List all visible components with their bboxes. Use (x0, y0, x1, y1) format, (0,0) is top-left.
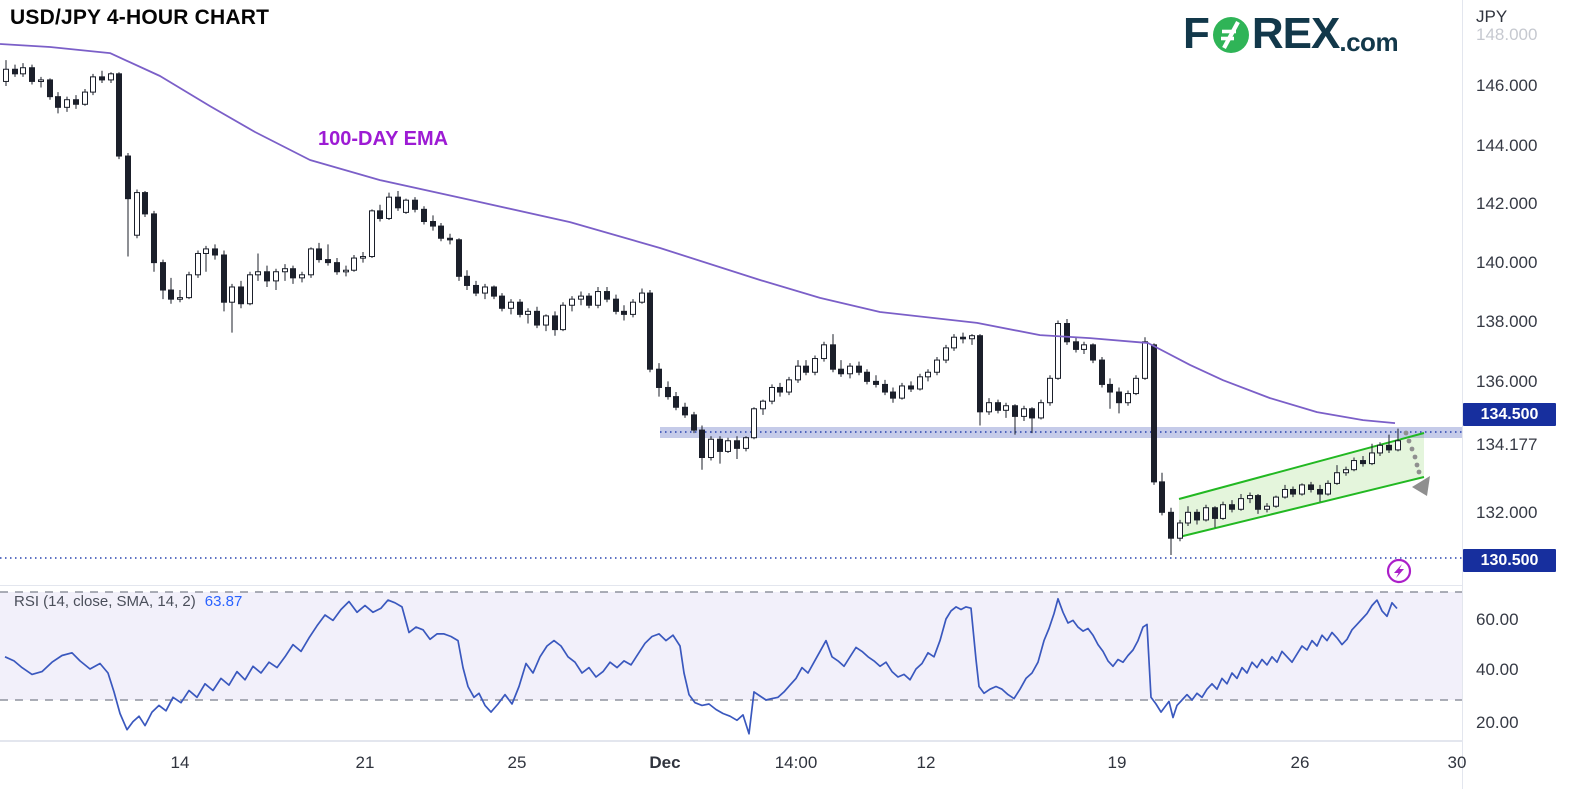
rsi-overbought-oversold-band (0, 591, 1462, 701)
price-axis-label: 136.000 (1476, 372, 1538, 391)
rsi-line (4, 597, 1398, 735)
ema-line[interactable] (0, 43, 1396, 424)
price-axis-currency-title: JPY (1476, 7, 1508, 26)
price-axis-label: 144.000 (1476, 136, 1538, 155)
price-axis-label: 146.000 (1476, 76, 1538, 95)
logo-yen-circle-icon (1212, 17, 1249, 53)
price-axis-label: 134.177 (1476, 435, 1538, 454)
time-axis-label: 14:00 (774, 753, 818, 772)
time-axis-label: 21 (355, 753, 375, 772)
candlestick-layer (3, 60, 1401, 555)
time-axis-label: 25 (507, 753, 527, 772)
time-axis-label: 14 (170, 753, 190, 772)
rsi-axis-label: 40.00 (1476, 660, 1519, 679)
rsi-value: 63.87 (204, 593, 243, 610)
ema-annotation-label: 100-DAY EMA (318, 128, 449, 150)
price-axis-label: 132.000 (1476, 503, 1538, 522)
logo-letters-rex: REX (1251, 9, 1340, 58)
logo-letter-f: F (1183, 9, 1210, 58)
breakout-arrow (1403, 430, 1430, 496)
price-axis-label: 138.000 (1476, 312, 1538, 331)
rsi-indicator-caption[interactable]: RSI (14, close, SMA, 14, 2) 63.87 (14, 593, 242, 610)
forex-com-logo: F REX .com (1183, 9, 1399, 58)
time-axis-label: 19 (1107, 753, 1127, 772)
rsi-axis-label: 20.00 (1476, 713, 1519, 732)
logo-dot-com: .com (1339, 27, 1399, 57)
time-axis-label: 26 (1290, 753, 1310, 772)
page-title: USD/JPY 4-HOUR CHART (10, 6, 270, 29)
price-axis-label: 142.000 (1476, 194, 1538, 213)
time-axis-label: Dec (649, 753, 681, 772)
price-axis[interactable]: JPY 148.000 146.000 144.000 142.000 140.000 1… (1462, 0, 1570, 789)
rsi-axis-label: 60.00 (1476, 610, 1519, 629)
price-level-badge: 130.500 (1463, 548, 1556, 572)
chart-canvas[interactable] (0, 0, 1462, 741)
time-axis-label: 12 (916, 753, 936, 772)
price-axis-label: 140.000 (1476, 253, 1538, 272)
time-axis-label: 30 (1447, 753, 1467, 772)
rsi-label: RSI (14, close, SMA, 14, 2) (14, 593, 196, 610)
price-level-badge: 134.500 (1463, 402, 1556, 426)
time-axis[interactable]: 14 21 25 Dec 14:00 12 19 26 30 (0, 741, 1466, 789)
lightning-alert-icon[interactable] (1386, 558, 1412, 584)
price-axis-label: 148.000 (1476, 25, 1538, 44)
